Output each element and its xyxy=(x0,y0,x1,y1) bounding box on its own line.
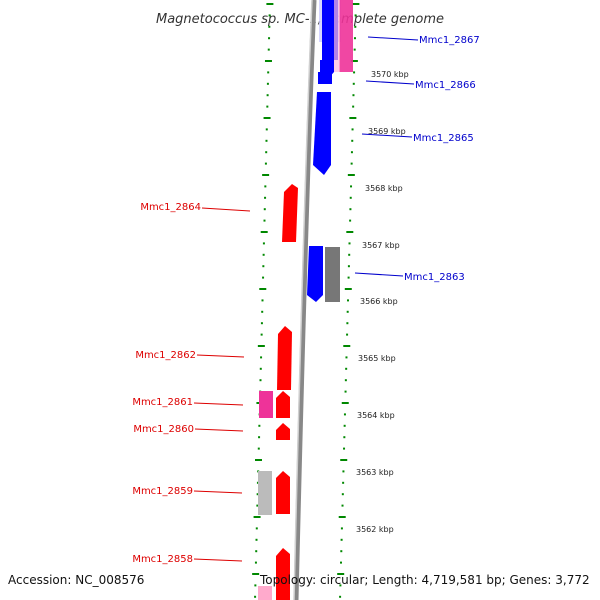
kbp-labels: 3570 kbp 3569 kbp 3568 kbp 3567 kbp 3566… xyxy=(356,70,409,534)
kbp-label: 3565 kbp xyxy=(358,354,396,363)
gene-mmc1-2859-gray xyxy=(258,471,272,515)
genome-backbone-highlight xyxy=(293,0,313,600)
gene-label-mmc1-2863[interactable]: Mmc1_2863 xyxy=(404,272,465,283)
right-gene-labels: Mmc1_2867 Mmc1_2866 Mmc1_2865 Mmc1_2863 xyxy=(354,35,480,283)
kbp-label: 3566 kbp xyxy=(360,297,398,306)
gene-mmc1-2863-gray xyxy=(325,247,340,302)
kbp-label: 3563 kbp xyxy=(356,468,394,477)
genome-backbone xyxy=(293,0,317,600)
gene-label-mmc1-2860[interactable]: Mmc1_2860 xyxy=(133,424,194,435)
outer-tick-ring xyxy=(337,3,360,598)
topology-label: Topology: circular; Length: 4,719,581 bp… xyxy=(260,573,590,587)
kbp-label: 3569 kbp xyxy=(368,127,406,136)
kbp-label: 3567 kbp xyxy=(362,241,400,250)
gene-mmc1-2865 xyxy=(313,92,331,175)
leader-line xyxy=(193,402,244,406)
map-title: Magnetococcus sp. MC-1, complete genome xyxy=(156,12,444,27)
gene-label-mmc1-2862[interactable]: Mmc1_2862 xyxy=(135,350,196,361)
gene-mmc1-2862 xyxy=(277,326,292,390)
leader-line xyxy=(367,36,419,41)
gene-mmc1-2859 xyxy=(276,471,290,514)
gene-mmc1-2864 xyxy=(282,184,298,242)
kbp-label: 3570 kbp xyxy=(371,70,409,79)
gene-label-mmc1-2858[interactable]: Mmc1_2858 xyxy=(132,554,193,565)
gene-mmc1-2860 xyxy=(276,423,290,440)
leader-line xyxy=(365,80,415,85)
kbp-label: 3564 kbp xyxy=(357,411,395,420)
leader-line xyxy=(361,133,413,138)
accession-label: Accession: NC_008576 xyxy=(8,573,145,587)
gene-mmc1-2863 xyxy=(307,246,323,302)
gene-mmc1-2861-pink xyxy=(259,391,273,418)
gene-mmc1-2861 xyxy=(276,391,290,418)
leader-line xyxy=(354,272,404,277)
gene-label-mmc1-2867[interactable]: Mmc1_2867 xyxy=(419,35,480,46)
gene-label-mmc1-2866[interactable]: Mmc1_2866 xyxy=(415,80,476,91)
gene-mmc1-2858-pink xyxy=(258,586,272,600)
gene-mmc1-2866-b xyxy=(318,72,332,84)
kbp-label: 3562 kbp xyxy=(356,525,394,534)
leader-line xyxy=(196,354,245,358)
gene-label-mmc1-2859[interactable]: Mmc1_2859 xyxy=(132,486,193,497)
gene-label-mmc1-2864[interactable]: Mmc1_2864 xyxy=(140,202,201,213)
leader-line xyxy=(201,207,251,212)
pink-feature-top xyxy=(339,0,353,72)
leader-line xyxy=(193,490,243,494)
pink-feature-top-light xyxy=(334,0,340,72)
left-gene-labels: Mmc1_2864 Mmc1_2862 Mmc1_2861 Mmc1_2860 … xyxy=(132,202,251,565)
leader-line xyxy=(193,558,243,562)
gene-label-mmc1-2865[interactable]: Mmc1_2865 xyxy=(413,133,474,144)
gene-mmc1-2858 xyxy=(276,548,290,600)
leader-line xyxy=(194,428,244,432)
forward-strand-features xyxy=(258,184,298,600)
kbp-label: 3568 kbp xyxy=(365,184,403,193)
gene-label-mmc1-2861[interactable]: Mmc1_2861 xyxy=(132,397,193,408)
